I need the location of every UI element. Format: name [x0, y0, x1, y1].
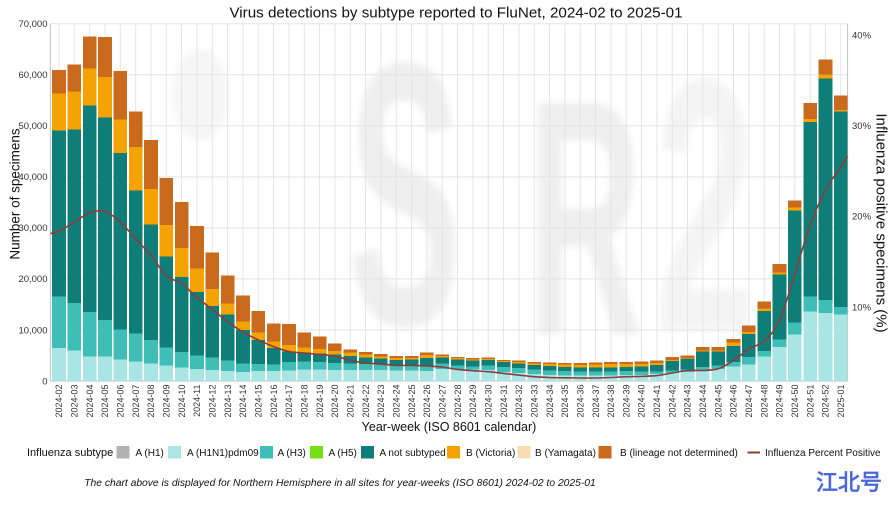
svg-text:The chart above is displayed f: The chart above is displayed for Norther… — [84, 478, 596, 489]
svg-text:2024-14: 2024-14 — [238, 385, 248, 418]
svg-text:2024-33: 2024-33 — [529, 385, 539, 418]
svg-text:2024-03: 2024-03 — [70, 385, 80, 418]
svg-text:2024-18: 2024-18 — [300, 385, 310, 418]
svg-text:2024-41: 2024-41 — [652, 385, 662, 418]
svg-text:2024-08: 2024-08 — [146, 385, 156, 418]
svg-text:A (H1N1)pdm09: A (H1N1)pdm09 — [187, 448, 259, 459]
svg-text:A not subtyped: A not subtyped — [380, 448, 446, 459]
svg-text:20,000: 20,000 — [18, 274, 47, 285]
svg-text:2024-17: 2024-17 — [284, 385, 294, 418]
svg-text:2024-29: 2024-29 — [468, 385, 478, 418]
svg-text:B (lineage not determined): B (lineage not determined) — [620, 448, 738, 459]
svg-text:2024-43: 2024-43 — [683, 385, 693, 418]
svg-text:B (Victoria): B (Victoria) — [466, 448, 515, 459]
svg-text:20%: 20% — [852, 212, 872, 223]
svg-text:2024-34: 2024-34 — [545, 385, 555, 418]
svg-text:江北号: 江北号 — [816, 470, 882, 495]
svg-text:2024-39: 2024-39 — [621, 385, 631, 418]
svg-text:2024-11: 2024-11 — [192, 385, 202, 417]
svg-text:30,000: 30,000 — [18, 223, 47, 234]
svg-text:Influenza subtype: Influenza subtype — [27, 447, 113, 459]
svg-text:Virus detections by subtype re: Virus detections by subtype reported to … — [229, 5, 682, 22]
svg-text:70,000: 70,000 — [18, 19, 47, 30]
svg-text:2024-22: 2024-22 — [361, 385, 371, 418]
svg-text:2024-12: 2024-12 — [208, 385, 218, 418]
svg-text:2024-02: 2024-02 — [54, 385, 64, 418]
svg-text:2024-47: 2024-47 — [744, 385, 754, 418]
svg-text:Year-week (ISO 8601 calendar): Year-week (ISO 8601 calendar) — [362, 420, 537, 434]
svg-text:R: R — [528, 29, 642, 405]
svg-text:A (H5): A (H5) — [329, 448, 357, 459]
svg-text:2025-01: 2025-01 — [836, 385, 846, 418]
svg-text:2024-46: 2024-46 — [729, 385, 739, 418]
svg-text:2024-10: 2024-10 — [177, 385, 187, 418]
svg-text:30%: 30% — [852, 121, 872, 132]
svg-text:2024-27: 2024-27 — [437, 385, 447, 418]
svg-text:2024-06: 2024-06 — [116, 385, 126, 418]
svg-text:10,000: 10,000 — [18, 325, 47, 336]
svg-text:2024-04: 2024-04 — [85, 385, 95, 418]
svg-text:2024-09: 2024-09 — [162, 385, 172, 418]
svg-text:2024-23: 2024-23 — [376, 385, 386, 418]
svg-text:Influenza Percent Positive: Influenza Percent Positive — [765, 448, 881, 459]
svg-text:2024-51: 2024-51 — [805, 385, 815, 418]
svg-text:B (Yamagata): B (Yamagata) — [535, 448, 596, 459]
svg-text:Influenza positive specimens (: Influenza positive specimens (%) — [873, 113, 889, 332]
svg-text:2024-38: 2024-38 — [606, 385, 616, 418]
svg-text:60,000: 60,000 — [18, 70, 47, 81]
svg-text:2024-26: 2024-26 — [422, 385, 432, 418]
svg-text:2024-32: 2024-32 — [514, 385, 524, 418]
svg-text:A (H1): A (H1) — [136, 448, 164, 459]
svg-text:2024-35: 2024-35 — [560, 385, 570, 418]
svg-text:2024-20: 2024-20 — [330, 385, 340, 418]
svg-text:2024-48: 2024-48 — [759, 385, 769, 418]
svg-text:2024-07: 2024-07 — [131, 385, 141, 418]
svg-text:50,000: 50,000 — [18, 121, 47, 132]
svg-text:2024-13: 2024-13 — [223, 385, 233, 418]
svg-text:2024-36: 2024-36 — [575, 385, 585, 418]
svg-text:2024-19: 2024-19 — [315, 385, 325, 418]
svg-text:2024-25: 2024-25 — [407, 385, 417, 418]
svg-text:2024-50: 2024-50 — [790, 385, 800, 418]
svg-text:0: 0 — [42, 376, 47, 387]
svg-text:40%: 40% — [852, 30, 872, 41]
svg-text:2024-21: 2024-21 — [346, 385, 356, 418]
svg-text:2024-44: 2024-44 — [698, 385, 708, 418]
svg-text:2024-52: 2024-52 — [821, 385, 831, 418]
svg-text:2024-15: 2024-15 — [254, 385, 264, 418]
svg-text:A (H3): A (H3) — [278, 448, 306, 459]
svg-text:40,000: 40,000 — [18, 172, 47, 183]
svg-text:2024-24: 2024-24 — [392, 385, 402, 418]
svg-text:2024-16: 2024-16 — [269, 385, 279, 418]
svg-text:2024-37: 2024-37 — [591, 385, 601, 418]
svg-text:2024-40: 2024-40 — [637, 385, 647, 418]
svg-text:Number of specimens: Number of specimens — [8, 128, 23, 260]
svg-text:2024-49: 2024-49 — [775, 385, 785, 418]
svg-text:2024-31: 2024-31 — [499, 385, 509, 418]
svg-text:2024-42: 2024-42 — [667, 385, 677, 418]
svg-text:2024-05: 2024-05 — [100, 385, 110, 418]
svg-text:2024-30: 2024-30 — [483, 385, 493, 418]
svg-text:10%: 10% — [852, 302, 872, 313]
svg-text:2024-45: 2024-45 — [713, 385, 723, 418]
svg-text:2024-28: 2024-28 — [453, 385, 463, 418]
